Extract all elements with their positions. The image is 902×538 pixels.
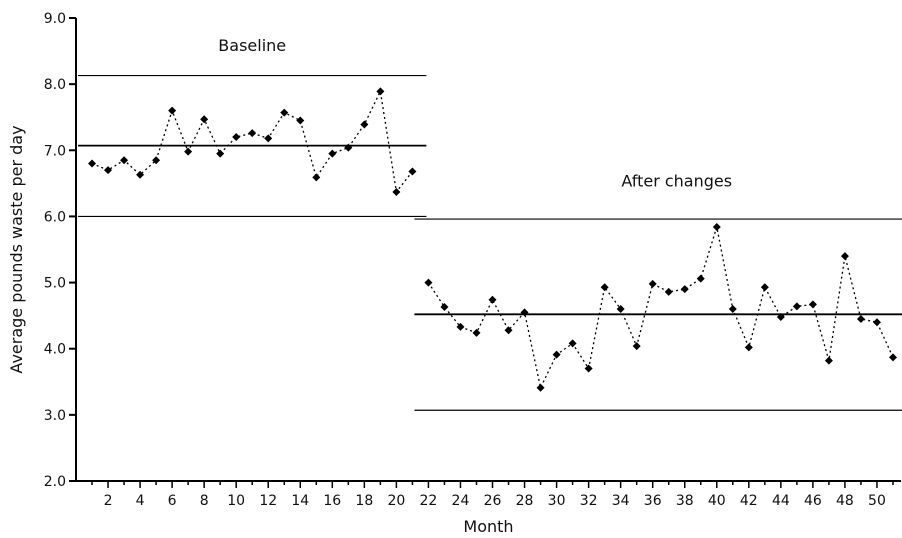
data-point — [616, 305, 625, 314]
data-point — [504, 326, 513, 335]
x-tick-label: 24 — [452, 493, 470, 509]
x-tick-label: 32 — [580, 493, 598, 509]
x-tick-label: 34 — [612, 493, 630, 509]
data-point — [792, 302, 801, 311]
x-tick-label: 30 — [548, 493, 566, 509]
data-point — [120, 156, 129, 165]
data-point — [520, 308, 529, 317]
x-tick-label: 28 — [516, 493, 534, 509]
data-point — [424, 278, 433, 287]
data-series — [88, 87, 897, 392]
data-point — [456, 322, 465, 331]
x-tick-label: 4 — [136, 493, 145, 509]
x-tick-label: 38 — [676, 493, 694, 509]
data-point — [88, 159, 97, 168]
data-point — [632, 342, 641, 351]
y-tick-label: 5.0 — [44, 276, 66, 292]
x-tick-label: 8 — [200, 493, 209, 509]
data-point — [552, 350, 561, 359]
data-point — [536, 383, 545, 392]
data-point — [440, 303, 449, 312]
data-point — [728, 305, 737, 314]
data-point — [312, 173, 321, 182]
data-point — [600, 283, 609, 292]
data-point — [760, 283, 769, 292]
data-point — [248, 129, 257, 138]
y-tick-label: 9.0 — [44, 11, 66, 27]
data-point — [344, 143, 353, 152]
annotation-label: Baseline — [218, 36, 286, 55]
y-tick-label: 4.0 — [44, 342, 66, 358]
data-point — [152, 156, 161, 165]
data-point — [872, 318, 881, 327]
data-point — [408, 167, 417, 176]
data-point — [712, 223, 721, 232]
x-tick-label: 2 — [104, 493, 113, 509]
y-tick-label: 6.0 — [44, 209, 66, 225]
data-point — [328, 149, 337, 158]
x-tick-label: 44 — [772, 493, 790, 509]
data-point — [376, 87, 385, 96]
data-point — [392, 187, 401, 196]
x-tick-label: 48 — [836, 493, 854, 509]
y-tick-label: 3.0 — [44, 408, 66, 424]
x-axis-ticks: 2 4 6 8 10 12 14 16 18 20 22 24 26 28 30 32 34 36 38 40 42 44… — [91, 481, 894, 509]
x-tick-label: 26 — [484, 493, 502, 509]
data-point — [856, 314, 865, 323]
data-point — [136, 170, 145, 179]
data-point — [664, 287, 673, 296]
axes: 2.03.04.05.06.07.08.09.0 2 4 6 8 10 12 14 16 18 2… — [44, 11, 901, 509]
annotation-label: After changes — [621, 172, 732, 191]
x-tick-label: 14 — [291, 493, 309, 509]
data-point — [696, 274, 705, 283]
data-point — [200, 115, 209, 124]
data-point — [280, 108, 289, 117]
data-point — [824, 356, 833, 365]
x-tick-label: 42 — [740, 493, 758, 509]
data-point — [568, 339, 577, 348]
y-axis-title: Average pounds waste per day — [7, 125, 26, 373]
data-point — [104, 166, 113, 175]
data-point — [888, 353, 897, 362]
data-point — [472, 328, 481, 337]
annotations: Baseline After changes — [218, 36, 732, 191]
y-tick-label: 8.0 — [44, 77, 66, 93]
x-tick-label: 36 — [644, 493, 662, 509]
data-point — [232, 133, 241, 142]
data-point — [360, 120, 369, 129]
x-tick-label: 10 — [227, 493, 245, 509]
x-tick-label: 50 — [868, 493, 886, 509]
data-point — [680, 285, 689, 294]
x-axis-title: Month — [463, 517, 513, 536]
series-line — [427, 226, 894, 390]
x-tick-label: 46 — [804, 493, 822, 509]
data-point — [776, 312, 785, 321]
x-tick-label: 16 — [323, 493, 341, 509]
series-line — [91, 89, 413, 194]
data-point — [744, 343, 753, 352]
data-point — [296, 116, 305, 125]
x-tick-label: 22 — [420, 493, 438, 509]
x-tick-label: 40 — [708, 493, 726, 509]
control-limit-lines — [78, 74, 902, 411]
x-tick-label: 12 — [259, 493, 277, 509]
data-point — [216, 149, 225, 158]
data-point — [168, 106, 177, 115]
x-tick-label: 20 — [387, 493, 405, 509]
y-axis-ticks: 2.0 3.0 4.0 5.0 6.0 7.0 8.0 9.0 — [44, 11, 76, 490]
data-point — [840, 252, 849, 261]
data-point — [184, 147, 193, 156]
data-point — [488, 295, 497, 304]
x-tick-label: 6 — [168, 493, 177, 509]
data-point — [808, 300, 817, 309]
data-point — [584, 364, 593, 373]
y-tick-label: 2.0 — [44, 474, 66, 490]
y-tick-label: 7.0 — [44, 143, 66, 159]
data-point — [648, 279, 657, 288]
data-point — [264, 134, 273, 143]
x-tick-label: 18 — [355, 493, 373, 509]
